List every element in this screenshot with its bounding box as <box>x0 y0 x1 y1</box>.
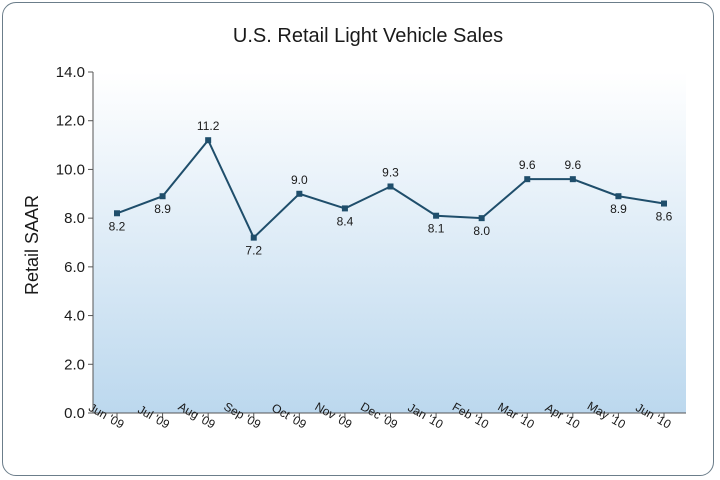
data-label: 9.0 <box>291 173 308 187</box>
data-point <box>433 212 440 219</box>
plot-area <box>93 72 686 413</box>
data-label: 8.0 <box>473 224 490 238</box>
y-tick-label: 14.0 <box>56 64 85 81</box>
y-tick-label: 10.0 <box>56 161 85 178</box>
data-point <box>661 200 667 207</box>
data-label: 9.3 <box>382 165 399 179</box>
data-point <box>250 234 257 241</box>
data-point <box>159 193 166 200</box>
y-tick-label: 8.0 <box>64 210 85 227</box>
data-label: 11.2 <box>197 119 220 133</box>
data-point <box>524 176 531 183</box>
axes <box>92 72 686 414</box>
data-point <box>478 215 485 222</box>
chart-title: U.S. Retail Light Vehicle Sales <box>233 25 503 47</box>
y-tick-label: 2.0 <box>64 356 85 373</box>
data-point <box>569 176 576 183</box>
data-label: 8.2 <box>109 219 126 233</box>
data-label: 8.9 <box>154 202 171 216</box>
data-label: 7.2 <box>245 244 262 258</box>
data-label: 8.1 <box>428 222 445 236</box>
data-label: 8.4 <box>337 214 354 228</box>
data-point <box>114 210 120 217</box>
y-tick-label: 4.0 <box>64 308 85 325</box>
data-label: 9.6 <box>564 158 581 172</box>
data-label: 9.6 <box>519 158 536 172</box>
data-labels: 8.2 8.9 11.2 7.2 9.0 8.4 9.3 8.1 8.0 9.6 9.6 8.9 8.6 <box>109 119 673 257</box>
data-point <box>615 193 622 200</box>
data-point <box>387 183 394 190</box>
y-axis-ticks: 0.0 2.0 4.0 6.0 8.0 10.0 12.0 14.0 <box>56 64 93 422</box>
y-axis-label: Retail SAAR <box>22 195 42 295</box>
y-tick-label: 0.0 <box>64 405 85 422</box>
data-point <box>341 205 348 212</box>
data-point <box>205 137 212 144</box>
data-point <box>296 190 303 197</box>
data-label: 8.9 <box>610 202 627 216</box>
series-line-group <box>114 137 667 241</box>
data-label: 8.6 <box>656 210 673 224</box>
y-tick-label: 6.0 <box>64 259 85 276</box>
y-tick-label: 12.0 <box>56 113 85 130</box>
